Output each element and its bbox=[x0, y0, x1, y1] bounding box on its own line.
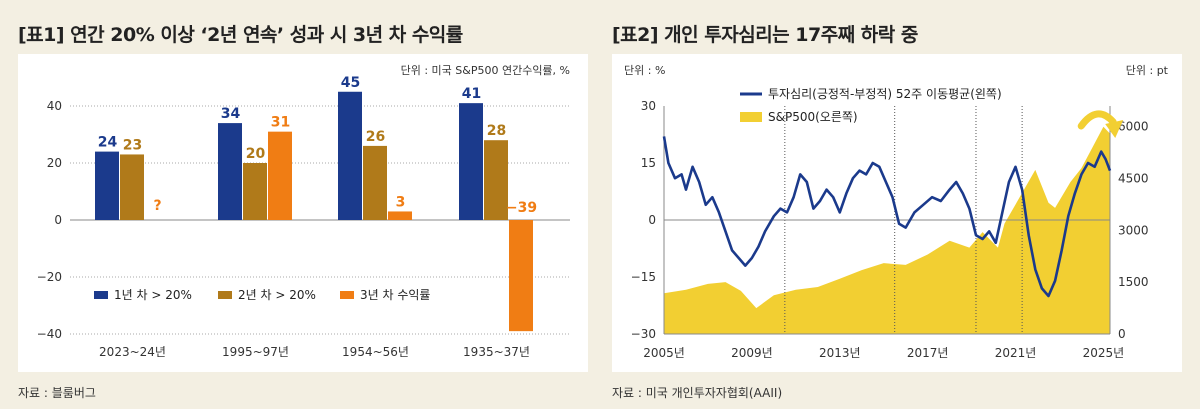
chart1-legend-label: 3년 차 수익률 bbox=[360, 288, 430, 302]
chart2-ytick-left: −30 bbox=[631, 327, 656, 341]
chart2-unit-right: 단위 : pt bbox=[1126, 64, 1169, 77]
chart1-source: 자료 : 블룸버그 bbox=[18, 386, 96, 400]
chart2-ytick-left: 0 bbox=[648, 213, 656, 227]
chart1-data-label: ? bbox=[153, 198, 161, 214]
chart2-ytick-right: 0 bbox=[1118, 327, 1126, 341]
chart1-data-label: 23 bbox=[123, 137, 142, 153]
chart1-ytick-label: −40 bbox=[37, 327, 62, 341]
chart2-xtick-label: 2021년 bbox=[995, 346, 1037, 360]
chart1-data-label: −39 bbox=[506, 200, 537, 216]
chart2-ytick-right: 6000 bbox=[1118, 120, 1149, 134]
chart1-xtick-label: 1954~56년 bbox=[342, 345, 409, 359]
chart1-data-label: 20 bbox=[246, 146, 266, 162]
chart1-legend-label: 1년 차 > 20% bbox=[114, 288, 192, 302]
chart1-xtick-label: 2023~24년 bbox=[99, 345, 166, 359]
chart2-xtick-label: 2013년 bbox=[819, 346, 861, 360]
chart1-data-label: 3 bbox=[396, 194, 406, 210]
chart1-unit-label: 단위 : 미국 S&P500 연간수익률, % bbox=[401, 64, 570, 77]
chart2-ytick-right: 3000 bbox=[1118, 223, 1149, 237]
chart1-panel: 단위 : 미국 S&P500 연간수익률, % 40 20 0 −20 −40 2023~2… bbox=[18, 54, 588, 372]
chart2-legend-label: S&P500(오른쪽) bbox=[768, 110, 858, 124]
chart2-unit-left: 단위 : % bbox=[624, 64, 665, 77]
chart2-svg: 단위 : % 단위 : pt 30 15 0 −15 −30 6000 4500 3000 1500… bbox=[624, 64, 1169, 360]
chart1-data-label: 34 bbox=[221, 106, 241, 122]
decline-arrow-head-icon bbox=[1105, 120, 1124, 138]
chart1-bar bbox=[95, 151, 119, 220]
decline-arrow-icon bbox=[1077, 110, 1117, 130]
chart2-legend-swatch-area bbox=[740, 112, 762, 122]
chart1-data-label: 26 bbox=[366, 129, 385, 145]
chart1-bar bbox=[338, 91, 362, 220]
chart1-data-label: 31 bbox=[271, 115, 290, 131]
chart1-bar bbox=[218, 123, 242, 220]
chart2-xtick-label: 2025년 bbox=[1083, 346, 1125, 360]
chart2-panel: 단위 : % 단위 : pt 30 15 0 −15 −30 6000 4500 3000 1500… bbox=[612, 54, 1182, 372]
chart1-legend-swatch bbox=[340, 291, 354, 299]
chart1-ytick-label: 40 bbox=[47, 99, 62, 113]
chart2-title: [표2] 개인 투자심리는 17주째 하락 중 bbox=[612, 24, 918, 46]
chart2-xtick-label: 2017년 bbox=[907, 346, 949, 360]
chart1-bar bbox=[484, 140, 508, 220]
chart1-legend-label: 2년 차 > 20% bbox=[238, 288, 316, 302]
chart1-bar bbox=[509, 220, 533, 332]
chart2-sp500-area bbox=[664, 126, 1110, 335]
chart2-xtick-label: 2005년 bbox=[643, 346, 685, 360]
chart1-legend-swatch bbox=[218, 291, 232, 299]
chart1-bar bbox=[388, 211, 412, 220]
chart2-legend-label: 투자심리(긍정적-부정적) 52주 이동평균(왼쪽) bbox=[768, 87, 1002, 101]
chart1-ytick-label: −20 bbox=[37, 270, 62, 284]
chart1-bar bbox=[243, 163, 267, 220]
chart1-legend-swatch bbox=[94, 291, 108, 299]
chart1-xtick-label: 1935~37년 bbox=[463, 345, 530, 359]
chart2-ytick-left: −15 bbox=[631, 270, 656, 284]
chart2-xtick-label: 2009년 bbox=[731, 346, 773, 360]
chart1-ytick-label: 20 bbox=[47, 156, 62, 170]
chart2-ytick-right: 1500 bbox=[1118, 275, 1149, 289]
chart1-bar bbox=[459, 103, 483, 220]
chart1-data-label: 24 bbox=[98, 135, 118, 151]
chart1-svg: 단위 : 미국 S&P500 연간수익률, % 40 20 0 −20 −40 2023~2… bbox=[37, 64, 570, 359]
chart1-data-label: 28 bbox=[487, 123, 506, 139]
chart2-sentiment-line bbox=[662, 136, 1112, 298]
chart1-ytick-label: 0 bbox=[54, 213, 62, 227]
chart1-bar bbox=[363, 145, 387, 220]
chart2-source: 자료 : 미국 개인투자자협회(AAII) bbox=[612, 386, 783, 400]
chart1-bar bbox=[268, 131, 292, 220]
chart2-ytick-right: 4500 bbox=[1118, 172, 1149, 186]
chart1-data-label: 41 bbox=[462, 86, 481, 102]
chart1-data-label: 45 bbox=[341, 75, 360, 91]
chart1-title: [표1] 연간 20% 이상 ‘2년 연속’ 성과 시 3년 차 수익률 bbox=[18, 24, 463, 46]
chart1-bar bbox=[120, 154, 144, 220]
chart1-xtick-label: 1995~97년 bbox=[222, 345, 289, 359]
chart2-ytick-left: 15 bbox=[641, 156, 656, 170]
chart2-ytick-left: 30 bbox=[641, 99, 656, 113]
